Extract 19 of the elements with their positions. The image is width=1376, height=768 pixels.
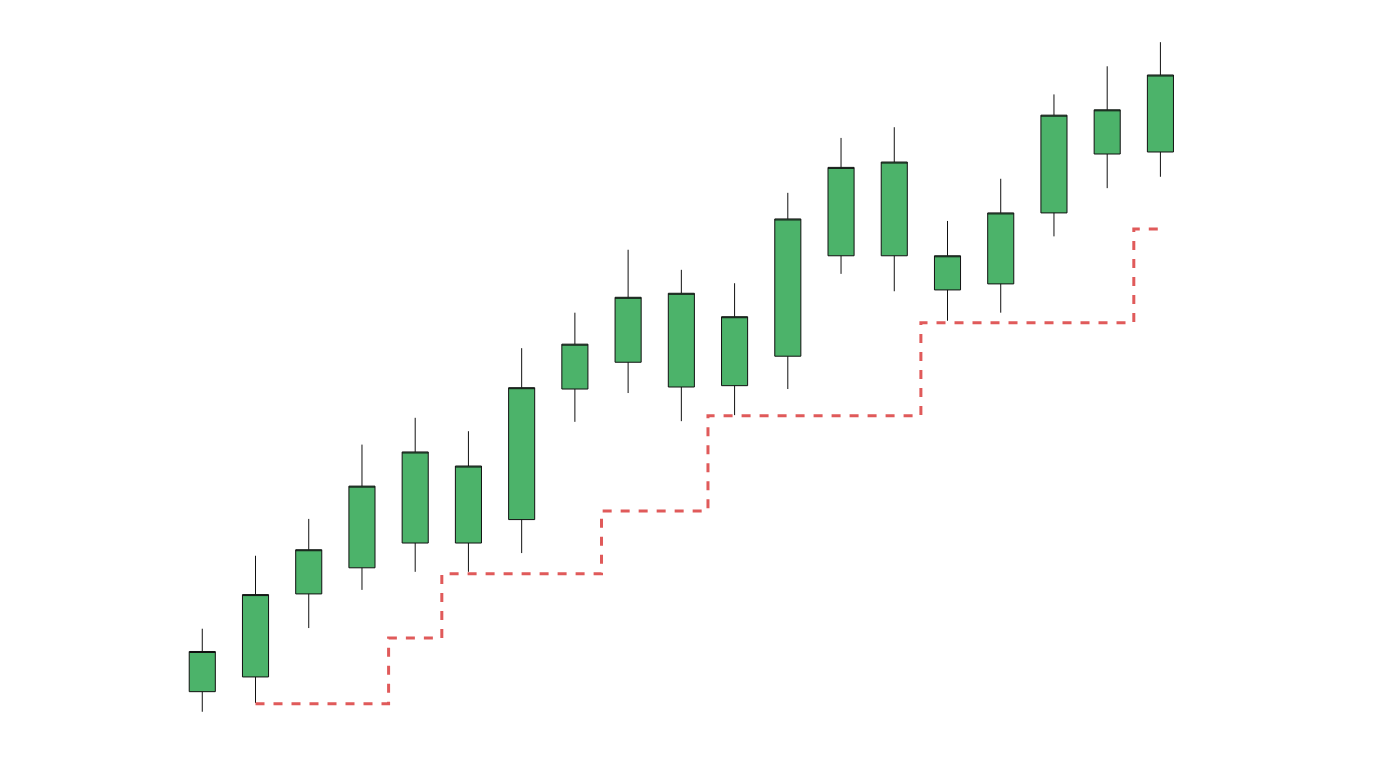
candlestick <box>933 220 962 322</box>
candlestick <box>188 628 216 713</box>
candlestick <box>508 347 536 554</box>
candlestick <box>667 269 695 422</box>
candlestick <box>561 312 589 423</box>
candlestick <box>1146 41 1174 178</box>
candlestick <box>827 137 855 275</box>
candlestick <box>241 555 270 704</box>
candlestick <box>774 192 802 390</box>
candlestick <box>1040 93 1068 237</box>
candlestick <box>401 417 429 573</box>
candlestick <box>348 444 376 591</box>
candlestick <box>614 249 642 394</box>
candlestick <box>880 126 908 292</box>
candlestick <box>721 282 749 416</box>
candlestick <box>454 430 482 573</box>
candlestick <box>295 518 323 629</box>
candlestick <box>987 178 1015 314</box>
candlestick <box>1093 65 1121 189</box>
